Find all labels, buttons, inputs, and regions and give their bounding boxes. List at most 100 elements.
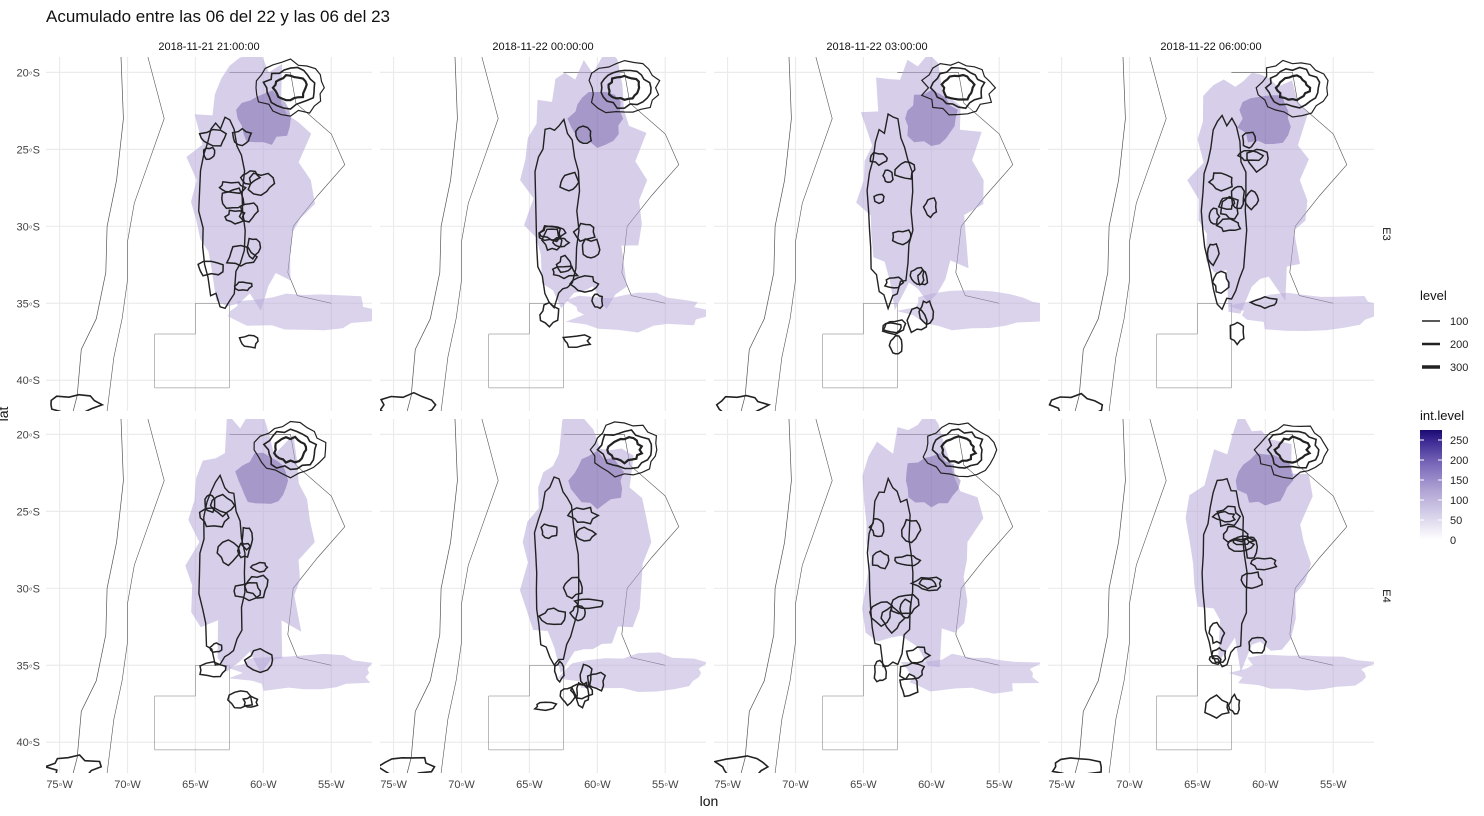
country-border [1108, 57, 1167, 411]
precip-field [557, 652, 706, 692]
contour [1273, 435, 1312, 464]
y-tick-label: 35◦S [17, 660, 40, 672]
precip-core [905, 90, 958, 146]
contour [1232, 535, 1258, 546]
precip-field [227, 293, 372, 331]
contour [216, 539, 241, 567]
y-axis: 20◦S 25◦S 30◦S 35◦S 40◦S 20◦S 25◦S 30◦S 35◦S 40◦S [17, 67, 40, 749]
province-border [1156, 665, 1232, 751]
precip-field [1228, 292, 1374, 331]
contour [534, 117, 581, 310]
contour [197, 116, 246, 310]
contour [241, 695, 259, 708]
precip-field [519, 419, 652, 674]
contour [581, 238, 601, 259]
contour [1241, 131, 1257, 149]
contour [249, 561, 269, 573]
contour [909, 576, 943, 592]
contour [1236, 149, 1265, 162]
contour [231, 127, 253, 147]
contour [922, 422, 998, 478]
country-border [897, 72, 1014, 304]
y-tick-label: 20◦S [17, 67, 40, 79]
precip-field [856, 57, 984, 311]
facet-column-label: 2018-11-22 03:00:00 [826, 41, 927, 53]
facet-row-label: E3 [1380, 227, 1392, 240]
contour [204, 493, 216, 514]
contour [918, 578, 938, 590]
contour [940, 73, 976, 101]
coastline [740, 57, 792, 411]
contour [873, 193, 885, 205]
country-border [1108, 419, 1167, 773]
contour [575, 526, 598, 542]
facet-column-label: 2018-11-22 00:00:00 [492, 41, 593, 53]
map-panel [46, 57, 372, 411]
precip-field [1185, 419, 1313, 673]
precip-field [565, 292, 706, 333]
contour [922, 197, 938, 219]
facet-column-label: 2018-11-21 21:00:00 [158, 41, 259, 53]
chart-title: Acumulado entre las 06 del 22 y las 06 d… [46, 7, 390, 26]
country-border [897, 434, 1014, 666]
province-border [822, 665, 898, 751]
contour [906, 306, 928, 334]
legend-level-title: level [1420, 288, 1447, 303]
contour [198, 473, 246, 666]
contour [226, 690, 254, 709]
contour [225, 244, 259, 267]
x-axis-label: lon [700, 793, 719, 809]
contour [559, 686, 577, 707]
contour [1229, 321, 1245, 346]
contour [714, 755, 770, 773]
contour [715, 394, 772, 411]
contour [575, 681, 590, 709]
contour [880, 605, 906, 635]
contour [1207, 172, 1233, 192]
x-tick-label: 60◦W [584, 779, 611, 791]
province-border [1156, 303, 1232, 389]
province-border [154, 303, 230, 389]
contour [221, 187, 245, 210]
x-tick-label: 75◦W [46, 779, 73, 791]
map-panel [380, 419, 706, 773]
contour [197, 260, 224, 277]
x-tick-label: 75◦W [380, 779, 407, 791]
precip-field [862, 419, 984, 668]
contour [607, 74, 641, 101]
coastline [406, 57, 458, 411]
x-tick-label: 75◦W [714, 779, 741, 791]
contour [900, 518, 922, 544]
facet-panels [46, 57, 1374, 773]
contour [1204, 694, 1230, 719]
precip-field [185, 419, 315, 674]
colorbar-tick-label: 50 [1450, 515, 1462, 527]
contour [1216, 505, 1242, 528]
contour [236, 542, 252, 559]
facet-row-label: E4 [1380, 589, 1392, 602]
contour [589, 421, 658, 478]
country-border [563, 434, 680, 666]
precip-field [1228, 654, 1374, 691]
column-strips: 2018-11-21 21:00:00 2018-11-22 00:00:00 20… [158, 41, 1261, 53]
legend-level: level 100 200 300 [1420, 288, 1468, 374]
legend-int-level: int.level 250 200 150 100 50 0 [1420, 408, 1468, 547]
y-tick-label: 35◦S [17, 298, 40, 310]
contour [541, 228, 563, 252]
contour [1253, 424, 1329, 480]
province-border [488, 303, 564, 389]
precip-core [236, 90, 291, 145]
contour [920, 61, 997, 116]
contour [898, 662, 926, 680]
contour [869, 151, 889, 167]
x-tick-label: 75◦W [1048, 779, 1075, 791]
y-tick-label: 30◦S [17, 583, 40, 595]
contour [882, 169, 894, 184]
country-border [106, 57, 165, 411]
province-border [154, 665, 230, 751]
contour [894, 554, 922, 567]
y-tick-label: 40◦S [17, 737, 40, 749]
colorbar-tick-label: 150 [1450, 475, 1468, 487]
contour [1048, 392, 1104, 411]
map-panel [714, 57, 1040, 411]
